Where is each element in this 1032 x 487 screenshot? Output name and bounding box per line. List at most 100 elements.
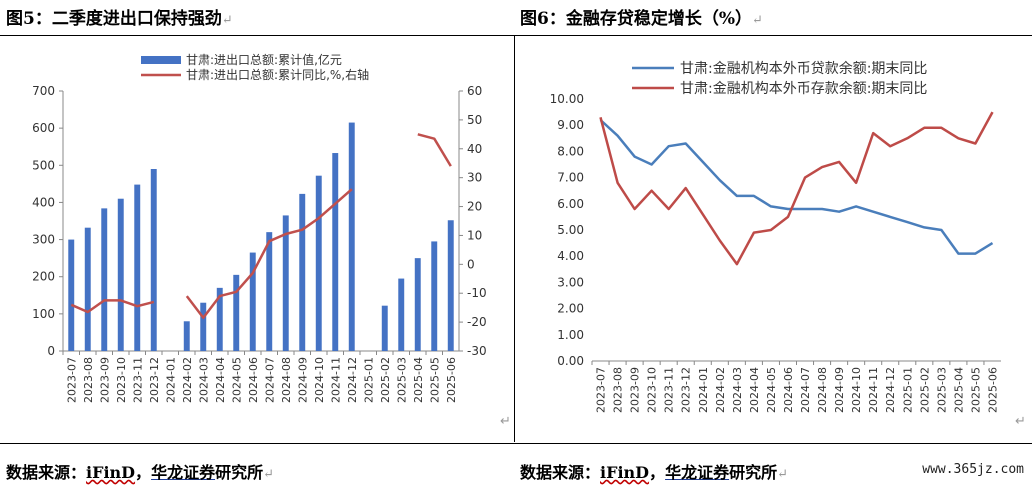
left-y-tick-label: 200	[32, 270, 55, 284]
left-return-mark: ↵	[500, 414, 511, 429]
left-y-tick-label: 500	[32, 158, 55, 172]
x-tick-label-2023-09: 2023-09	[629, 367, 642, 413]
x-tick-label-2024-01: 2024-01	[164, 357, 177, 403]
yoy-line-segment-1	[185, 188, 353, 320]
right-y-tick-label: 30	[467, 171, 482, 185]
bar-2023-09	[101, 208, 108, 351]
x-tick-label-2024-05: 2024-05	[230, 357, 243, 403]
y-tick-label: 10.00	[550, 92, 584, 106]
bar-2024-09	[299, 193, 306, 351]
bar-2024-02	[183, 321, 190, 351]
y-tick-label: 4.00	[557, 249, 584, 263]
x-tick-label-2024-12: 2024-12	[346, 357, 359, 403]
x-tick-label-2024-06: 2024-06	[782, 367, 795, 413]
bar-2023-12	[150, 169, 157, 351]
bottom-rule	[0, 443, 1032, 444]
bar-2025-05	[431, 241, 438, 351]
x-tick-label-2025-05: 2025-05	[969, 367, 982, 413]
x-tick-label-2024-02: 2024-02	[181, 357, 194, 403]
y-tick-label: 5.00	[557, 223, 584, 237]
x-tick-label-2024-03: 2024-03	[731, 367, 744, 413]
x-tick-label-2024-09: 2024-09	[296, 357, 309, 403]
x-tick-label-2025-02: 2025-02	[379, 357, 392, 403]
legend-loan-label: 甘肃:金融机构本外币贷款余额:期末同比	[680, 60, 927, 77]
left-y-tick-label: 0	[47, 344, 55, 358]
panel-divider	[514, 36, 515, 442]
x-tick-label-2023-07: 2023-07	[595, 367, 608, 413]
y-tick-label: 6.00	[557, 197, 584, 211]
x-tick-label-2024-04: 2024-04	[214, 357, 227, 403]
bar-2023-10	[117, 198, 124, 351]
bar-2023-11	[134, 184, 141, 351]
bar-2024-12	[348, 122, 355, 351]
x-tick-label-2024-02: 2024-02	[714, 367, 727, 413]
x-tick-label-2024-08: 2024-08	[816, 367, 829, 413]
x-tick-label-2023-10: 2023-10	[646, 367, 659, 413]
bar-2024-03	[200, 302, 207, 351]
bar-2025-06	[447, 220, 454, 351]
bar-2023-08	[84, 227, 91, 351]
y-tick-label: 8.00	[557, 144, 584, 158]
x-tick-label-2024-11: 2024-11	[867, 367, 880, 413]
x-tick-label-2024-10: 2024-10	[850, 367, 863, 413]
left-y-tick-label: 400	[32, 195, 55, 209]
bar-2024-06	[249, 252, 256, 351]
x-tick-label-2023-08: 2023-08	[612, 367, 625, 413]
right-y-tick-label: -20	[467, 315, 487, 329]
right-y-tick-label: -30	[467, 344, 487, 358]
x-tick-label-2025-03: 2025-03	[395, 357, 408, 403]
left-y-tick-label: 700	[32, 84, 55, 98]
x-tick-label-2025-06: 2025-06	[986, 367, 999, 413]
x-tick-label-2023-12: 2023-12	[148, 357, 161, 403]
right-y-tick-label: -10	[467, 286, 487, 300]
right-y-tick-label: 40	[467, 142, 482, 156]
right-return-mark: ↵	[1015, 414, 1026, 429]
legend-bar-label: 甘肃:进出口总额:累计值,亿元	[186, 52, 342, 67]
left-figure-title: 图5：二季度进出口保持强劲↵	[6, 9, 233, 29]
right-figure-title: 图6：金融存贷稳定增长（%）↵	[520, 9, 763, 29]
y-tick-label: 2.00	[557, 302, 584, 316]
x-tick-label-2025-04: 2025-04	[412, 357, 425, 403]
y-tick-label: 1.00	[557, 328, 584, 342]
x-tick-label-2025-01: 2025-01	[362, 357, 375, 403]
x-tick-label-2023-12: 2023-12	[680, 367, 693, 413]
bar-2025-02	[381, 305, 388, 351]
x-tick-label-2023-09: 2023-09	[98, 357, 111, 403]
bar-2024-11	[332, 153, 339, 351]
yoy-line-segment-3	[417, 133, 452, 167]
legend-deposit-label: 甘肃:金融机构本外币存款余额:期末同比	[680, 80, 927, 97]
yoy-line-segment-0	[70, 299, 155, 314]
x-tick-label-2024-08: 2024-08	[280, 357, 293, 403]
legend-line-label: 甘肃:进出口总额:累计同比,%,右轴	[186, 67, 369, 82]
x-tick-label-2024-07: 2024-07	[263, 357, 276, 403]
x-tick-label-2023-08: 2023-08	[82, 357, 95, 403]
right-y-tick-label: 60	[467, 84, 482, 98]
deposit-line-segment-0	[599, 111, 994, 266]
x-tick-label-2023-07: 2023-07	[65, 357, 78, 403]
right-source: 数据来源：iFinD，华龙证券研究所↵	[520, 463, 788, 482]
x-tick-label-2024-09: 2024-09	[833, 367, 846, 413]
bar-2024-07	[266, 232, 273, 351]
y-tick-label: 9.00	[557, 118, 584, 132]
left-y-tick-label: 600	[32, 121, 55, 135]
x-tick-label-2025-05: 2025-05	[428, 357, 441, 403]
bar-2025-04	[414, 258, 421, 351]
left-source: 数据来源：iFinD，华龙证券研究所↵	[6, 463, 274, 482]
legend-bar-swatch	[141, 56, 181, 64]
bar-2024-05	[233, 274, 240, 351]
x-tick-label-2024-06: 2024-06	[247, 357, 260, 403]
x-tick-label-2024-03: 2024-03	[197, 357, 210, 403]
x-tick-label-2023-11: 2023-11	[663, 367, 676, 413]
left-y-tick-label: 100	[32, 307, 55, 321]
watermark: www.365jz.com	[922, 462, 1024, 477]
x-tick-label-2024-11: 2024-11	[329, 357, 342, 403]
right-y-tick-label: 50	[467, 113, 482, 127]
x-tick-label-2024-05: 2024-05	[765, 367, 778, 413]
y-tick-label: 7.00	[557, 171, 584, 185]
loan-line-segment-0	[599, 119, 994, 255]
x-tick-label-2024-10: 2024-10	[313, 357, 326, 403]
right-y-tick-label: 20	[467, 200, 482, 214]
bar-2025-03	[398, 278, 405, 351]
x-tick-label-2023-10: 2023-10	[115, 357, 128, 403]
top-rule	[0, 35, 1032, 36]
